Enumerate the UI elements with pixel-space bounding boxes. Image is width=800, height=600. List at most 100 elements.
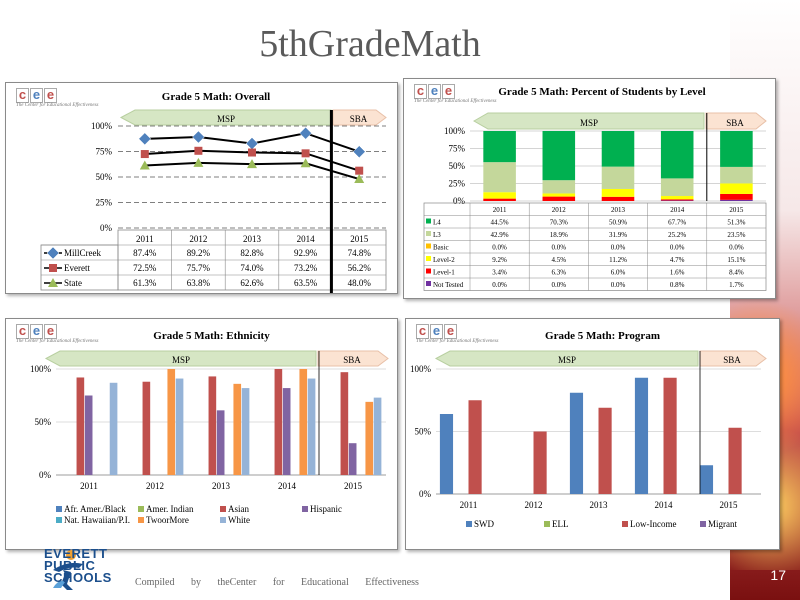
data-point [194,146,203,155]
cee-letter: c [16,88,29,103]
data-point [138,132,152,146]
data-table-value: 0.0% [611,244,626,252]
y-tick-label: 75% [449,144,466,154]
data-table-value: 25.2% [668,231,686,239]
data-table-value: 42.9% [491,231,509,239]
bar-segment [660,196,694,200]
data-point [245,137,259,150]
x-tick-label: 2015 [729,206,744,214]
legend-swatch [426,243,431,249]
logo-line: SCHOOLS [44,570,112,585]
data-table-value: 4.5% [552,256,567,264]
msp-banner [472,112,705,130]
x-tick-label: 2013 [611,206,626,214]
bar [598,407,612,494]
chart-title: Grade 5 Math: Overall [162,91,270,103]
data-table-value: 0.8% [670,281,685,289]
bar [728,427,742,494]
bar-segment [542,180,576,194]
data-table-value: 3.4% [492,269,507,277]
legend-label: State [64,278,82,288]
bar-segment [542,193,576,197]
data-point [299,126,312,140]
bar [663,377,677,494]
cee-subtitle: The Center for Educational Effectiveness [416,339,499,344]
bar [569,392,584,494]
legend-label: MillCreek [64,248,101,258]
x-tick-label: 2013 [243,234,262,244]
data-table-value: 73.2% [294,263,318,273]
legend-swatch [56,506,62,512]
legend-swatch [426,256,431,261]
y-tick-label: 100% [410,364,432,374]
legend-label: Level-1 [433,269,455,277]
data-table-value: 11.2% [609,256,627,264]
data-table-value: 44.5% [491,219,509,227]
data-table-value: 92.9% [294,248,318,258]
bar [365,401,374,475]
data-table-value: 51.3% [727,219,745,227]
legend-swatch [138,517,144,523]
legend-swatch [426,231,431,236]
bar-segment [483,131,516,163]
bar-segment [601,131,635,167]
x-tick-label: 2012 [146,481,164,491]
legend-swatch [220,506,226,512]
bar-segment [601,188,635,197]
legend-swatch [426,281,431,286]
y-tick-label: 100% [30,364,52,374]
data-table-value: 0.0% [729,244,744,252]
x-tick-label: 2014 [655,500,674,510]
data-point [48,278,58,287]
bar [307,378,316,475]
legend-swatch [700,521,706,527]
bar-segment [720,166,753,184]
sba-banner-label: SBA [350,114,368,124]
legend-swatch [426,218,431,224]
data-table-value: 31.9% [609,231,627,239]
bar [299,369,308,475]
legend-label: L4 [433,219,441,227]
data-table-value: 75.7% [187,263,211,273]
cee-letter: c [16,324,29,339]
legend-swatch [138,506,144,512]
legend-label: Amer. Indian [146,504,194,514]
bar-segment [542,196,576,201]
data-point [46,246,60,260]
cee-letter: e [44,88,57,103]
chart-title: Grade 5 Math: Ethnicity [153,330,270,342]
cee-letter: c [414,84,427,99]
everett-logo-icon [53,550,83,590]
bar [468,400,482,494]
sba-banner [332,109,387,126]
data-point [247,159,257,169]
data-table-value: 74.8% [348,248,372,258]
data-table-value: 23.5% [727,231,745,239]
y-tick-label: 0% [39,470,52,480]
data-table-value: 50.9% [609,219,627,227]
sba-banner [317,350,389,367]
bar [282,388,291,475]
bar [340,372,349,475]
y-tick-label: 100% [444,126,466,136]
data-table-value: 1.7% [729,281,744,289]
y-tick-label: 0% [100,223,113,233]
legend-label: Asian [228,504,249,514]
cee-letter: e [30,324,43,339]
bar [533,431,547,494]
data-point [192,130,205,144]
data-table-value: 63.5% [294,278,318,288]
y-tick-label: 50% [96,172,113,182]
bar [142,381,151,475]
slide-title: 5thGradeMath [259,23,481,65]
legend-label: Basic [433,244,449,252]
data-table-value: 0.0% [552,244,567,252]
legend-label: White [228,515,250,525]
data-table-value: 72.5% [133,263,157,273]
legend-label: Migrant [708,519,737,529]
data-point [248,148,256,157]
bar [233,383,242,475]
cee-subtitle: The Center for Educational Effectiveness [414,99,497,104]
